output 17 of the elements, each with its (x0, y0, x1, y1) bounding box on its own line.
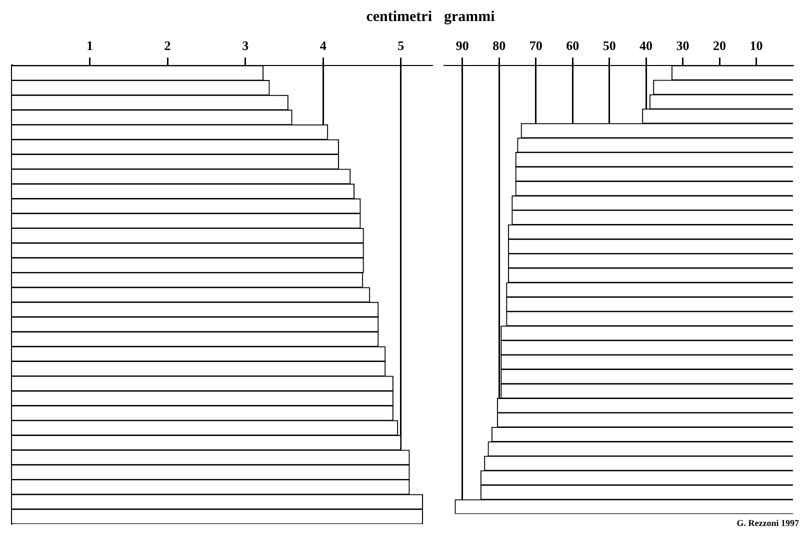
x-tick-label: 50 (602, 38, 616, 54)
x-tick-label: 80 (492, 38, 506, 54)
x-tick-label: 2 (164, 38, 171, 54)
x-tick-label: 30 (676, 38, 690, 54)
x-tick-label: 20 (713, 38, 726, 54)
x-tick-label: 40 (640, 38, 653, 54)
x-tick-label: 1 (86, 38, 94, 54)
text: G. Rezzoni 1997 (736, 518, 800, 528)
x-tick-label: 90 (456, 38, 469, 54)
x-tick-label: 70 (529, 38, 542, 54)
x-tick-label: 10 (750, 38, 763, 54)
chart-title: centimetri (366, 8, 432, 25)
x-tick-label: 3 (242, 38, 250, 54)
x-tick-label: 60 (566, 38, 580, 54)
chart-title: grammi (444, 8, 495, 25)
x-tick-label: 5 (398, 38, 405, 54)
x-tick-label: 4 (320, 38, 327, 54)
